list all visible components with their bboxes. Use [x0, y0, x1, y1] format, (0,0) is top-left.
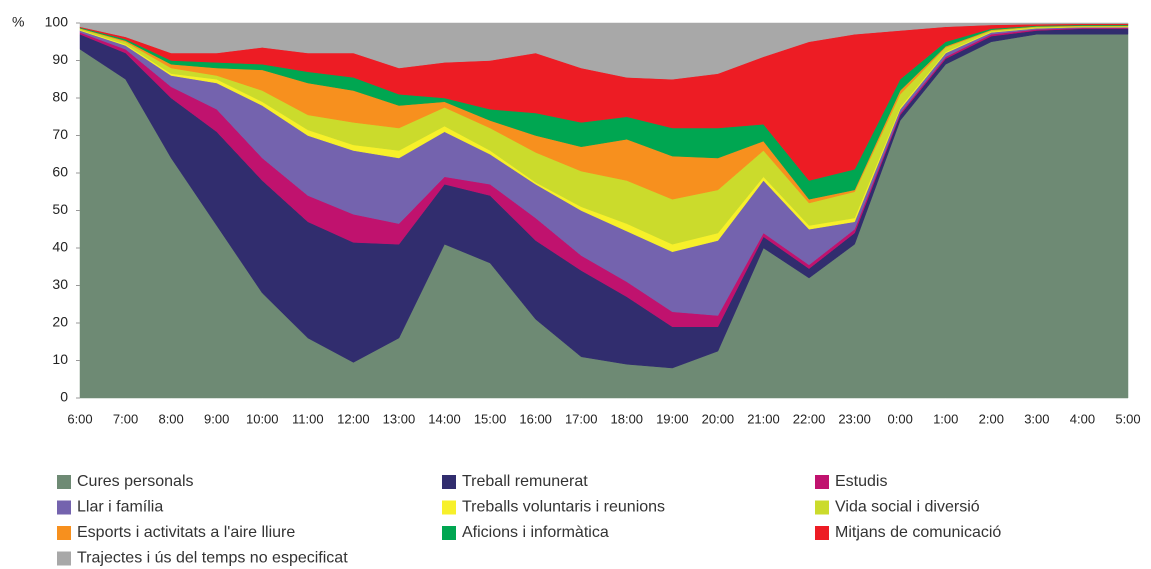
x-tick-label: 11:00 [292, 411, 324, 426]
x-tick-label: 7:00 [113, 411, 138, 426]
legend-swatch [57, 551, 71, 566]
y-tick-label: 60 [52, 164, 68, 180]
x-tick-label: 4:00 [1070, 411, 1095, 426]
legend-swatch [442, 500, 456, 515]
y-axis-label: % [12, 14, 24, 30]
x-tick-label: 5:00 [1115, 411, 1140, 426]
x-tick-label: 16:00 [519, 411, 552, 426]
y-tick-label: 50 [52, 201, 68, 217]
legend-label: Treball remunerat [462, 473, 588, 490]
x-tick-label: 9:00 [204, 411, 229, 426]
x-tick-label: 6:00 [67, 411, 92, 426]
legend-label: Cures personals [77, 473, 194, 490]
x-tick-label: 18:00 [611, 411, 644, 426]
legend-swatch [442, 526, 456, 540]
x-tick-label: 10:00 [246, 411, 279, 426]
x-tick-label: 8:00 [158, 411, 183, 426]
legend-swatch [57, 475, 71, 489]
y-tick-label: 100 [45, 14, 69, 30]
legend-swatch [815, 526, 829, 540]
legend-label: Llar i família [77, 499, 163, 516]
legend-label: Aficions i informàtica [462, 524, 609, 541]
area [79, 22, 1129, 80]
y-tick-label: 10 [52, 351, 68, 367]
legend-label: Mitjans de comunicació [835, 524, 1001, 541]
legend-label: Esports i activitats a l'aire lliure [77, 524, 295, 541]
x-tick-label: 14:00 [428, 411, 461, 426]
legend-swatch [442, 475, 456, 489]
x-tick-label: 1:00 [933, 411, 958, 426]
y-tick-label: 70 [52, 126, 68, 142]
y-tick-label: 90 [52, 51, 68, 67]
x-tick-label: 21:00 [747, 411, 780, 426]
x-tick-label: 2:00 [979, 411, 1004, 426]
y-tick-label: 0 [60, 389, 68, 405]
legend-swatch [57, 526, 71, 540]
x-tick-label: 13:00 [383, 411, 416, 426]
x-tick-label: 23:00 [838, 411, 871, 426]
legend-swatch [815, 475, 829, 489]
y-tick-label: 80 [52, 89, 68, 105]
y-tick-label: 20 [52, 314, 68, 330]
legend-label: Estudis [835, 473, 887, 490]
x-tick-label: 19:00 [656, 411, 689, 426]
y-tick-label: 30 [52, 276, 68, 292]
x-tick-label: 3:00 [1024, 411, 1049, 426]
x-tick-label: 22:00 [793, 411, 826, 426]
legend-label: Treballs voluntaris i reunions [462, 499, 665, 516]
x-tick-label: 20:00 [702, 411, 735, 426]
legend-label: Vida social i diversió [835, 499, 980, 516]
x-tick-label: 15:00 [474, 411, 507, 426]
legend-swatch [57, 500, 71, 515]
x-tick-label: 17:00 [565, 411, 598, 426]
legend-label: Trajectes i ús del temps no especificat [77, 550, 348, 567]
x-tick-label: 12:00 [337, 411, 370, 426]
y-tick-label: 40 [52, 239, 68, 255]
legend-swatch [815, 500, 829, 515]
x-tick-label: 0:00 [888, 411, 913, 426]
